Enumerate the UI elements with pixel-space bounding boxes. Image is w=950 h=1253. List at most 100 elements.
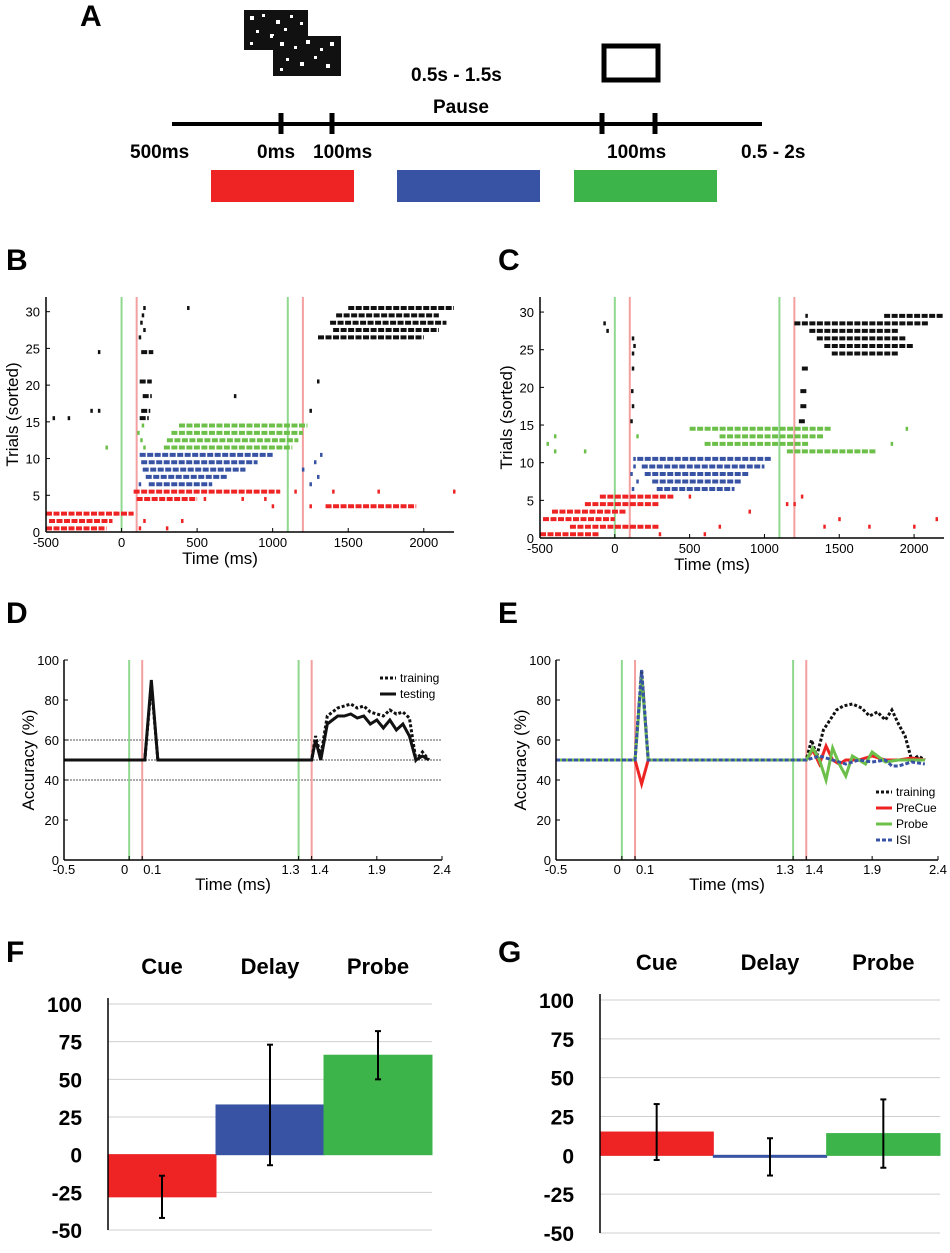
panel-label-f: F: [6, 936, 24, 969]
category-label-delay: Delay: [741, 950, 800, 975]
x-tick-label: 2000: [900, 541, 929, 556]
spike-mark-3-9-0: [805, 313, 808, 318]
x-tick-label: 1500: [825, 541, 854, 556]
x-tick-label: 1.4: [311, 862, 329, 877]
y-axis-label: Accuracy (%): [19, 709, 38, 810]
legend-label-testing: testing: [400, 687, 435, 701]
spike-mark-0-0-1: [165, 526, 169, 531]
x-axis-label: Time (ms): [689, 875, 765, 894]
spike-mark-0-2-0: [838, 517, 841, 522]
spike-mark-0-5-2: [377, 489, 380, 494]
category-label-probe: Probe: [852, 950, 914, 975]
spike-mark-1-1-0: [317, 474, 320, 479]
spike-mark-3-8-0: [141, 313, 145, 318]
x-axis-label: Time (ms): [674, 555, 750, 574]
y-axis-label: Trials (sorted): [497, 365, 516, 469]
panel-label-e: E: [498, 597, 518, 630]
y-tick-label: 100: [37, 653, 59, 668]
spike-mark-1-2-0: [630, 471, 633, 476]
y-axis-label: Accuracy (%): [511, 709, 530, 810]
spike-mark-0-2-1: [935, 517, 939, 522]
y-tick-label: 20: [520, 380, 534, 395]
pause-label: Pause: [433, 97, 489, 118]
spike-mark-1-3-0: [313, 460, 317, 465]
y-tick-label: 60: [45, 733, 59, 748]
x-tick-label: 1.4: [805, 862, 823, 877]
spike-mark-3-5-0: [138, 335, 142, 340]
y-tick-label: 100: [47, 994, 82, 1017]
spike-mark-3-9-0: [143, 306, 146, 311]
spike-mark-3-1-0: [631, 404, 635, 409]
y-tick-label: 40: [45, 773, 59, 788]
category-label-delay: Delay: [241, 954, 300, 979]
cue-period-bar: [211, 170, 354, 202]
spike-mark-0-4-2: [264, 496, 267, 501]
y-tick-label: -50: [544, 1223, 574, 1246]
legend-label-training: training: [400, 671, 439, 685]
spike-mark-2-2-0: [553, 434, 557, 439]
spike-mark-0-0-0: [138, 526, 142, 531]
x-tick-label: 2.4: [433, 862, 451, 877]
y-tick-label: -25: [52, 1182, 83, 1205]
x-tick-label: 0.1: [636, 862, 654, 877]
y-tick-label: 25: [520, 343, 534, 358]
spike-mark-0-0-1: [703, 532, 707, 537]
series-line-testing: [64, 679, 430, 763]
y-tick-label: 15: [520, 418, 534, 433]
x-tick-label: 0: [614, 862, 621, 877]
y-tick-label: 75: [59, 1032, 83, 1055]
panel-label-c: C: [498, 244, 520, 277]
spike-mark-3-1-2: [309, 408, 312, 413]
y-tick-label: 100: [539, 990, 574, 1013]
x-tick-label: 500: [679, 541, 701, 556]
spike-mark-3-2-0: [631, 389, 634, 394]
spike-mark-1-3-0: [633, 464, 636, 469]
spike-mark-3-5-0: [633, 343, 636, 348]
spike-mark-0-4-0: [785, 502, 789, 507]
spike-mark-3-3-0: [631, 366, 635, 371]
y-tick-label: 40: [537, 773, 551, 788]
spike-mark-0-5-3: [453, 489, 456, 494]
timeline-label-500ms: 500ms: [130, 142, 189, 163]
spike-mark-1-0-0: [631, 487, 635, 492]
spike-mark-3-4-0: [97, 350, 101, 355]
legend-label-probe: Probe: [896, 817, 928, 831]
panel-label-d: D: [6, 597, 28, 630]
spike-mark-0-3-0: [271, 504, 275, 509]
spike-mark-1-4-0: [320, 452, 323, 457]
spike-mark-3-0-0: [630, 419, 633, 424]
category-label-probe: Probe: [347, 954, 409, 979]
spike-mark-2-0-1: [105, 445, 108, 450]
timeline-label-100ms: 100ms: [313, 142, 372, 163]
panel-label-b: B: [6, 244, 28, 277]
y-tick-label: 60: [537, 733, 551, 748]
spike-mark-3-1-0: [90, 408, 93, 413]
y-tick-label: 5: [33, 488, 40, 503]
y-axis-label: Trials (sorted): [3, 362, 22, 466]
spike-mark-0-4-1: [241, 496, 244, 501]
y-tick-label: 15: [26, 415, 40, 430]
x-tick-label: 1000: [750, 541, 779, 556]
x-axis-label: Time (ms): [182, 549, 258, 568]
spike-mark-0-0-0: [658, 532, 662, 537]
x-tick-label: 1000: [258, 535, 287, 550]
spike-mark-2-0-1: [583, 449, 587, 454]
y-tick-label: 20: [26, 378, 40, 393]
x-tick-label: 0.1: [143, 862, 161, 877]
spike-mark-1-1-0: [636, 479, 639, 484]
x-tick-label: 0: [611, 541, 618, 556]
blank-frame-stimulus: [601, 43, 661, 83]
bar-chart-f: 100 75 50 25 0 -25 -50 Cue Delay Probe: [47, 954, 433, 1243]
x-tick-label: 0: [118, 535, 125, 550]
y-tick-label: -50: [52, 1220, 82, 1243]
legend-label-isi: ISI: [896, 833, 911, 847]
spike-mark-2-3-0: [905, 426, 909, 431]
y-tick-label: -25: [544, 1184, 575, 1207]
spike-mark-1-2-0: [301, 467, 305, 472]
y-tick-label: 100: [529, 653, 551, 668]
